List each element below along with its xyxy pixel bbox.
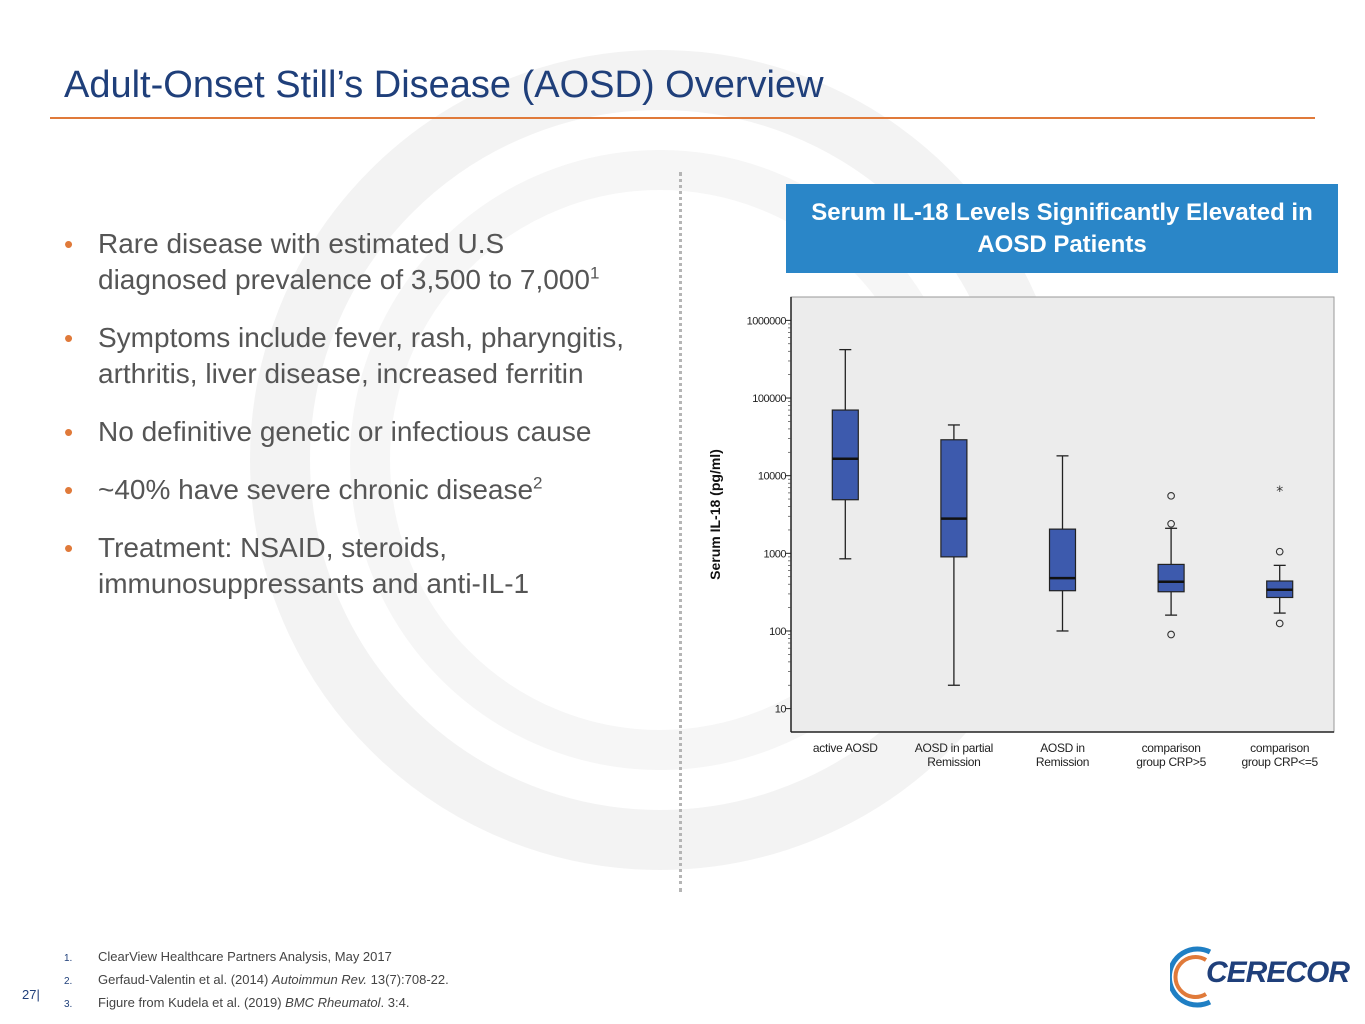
title-underline [50,117,1315,119]
callout-text: Serum IL-18 Levels Significantly Elevate… [811,198,1313,258]
footnote-item: 3. Figure from Kudela et al. (2019) BMC R… [64,992,449,1015]
bullet-item: • Symptoms include fever, rash, pharyngit… [64,320,624,392]
footnote-text: Figure from Kudela et al. (2019) [98,995,286,1010]
bullet-text: ~40% have severe chronic disease [98,474,534,505]
footnote-journal: Autoimmun Rev. [271,972,368,987]
x-tick-label: AOSD in [1040,741,1085,755]
bullet-footnote-ref: 1 [589,263,600,283]
bullet-dot-icon: • [64,533,74,563]
logo-wordmark: CERECOR [1206,956,1350,989]
box [831,409,859,501]
outlier-point [1167,491,1175,500]
footnote-tail: 13(7):708-22. [367,972,449,987]
x-tick-label: active AOSD [813,741,878,755]
footnote-item: 2. Gerfaud-Valentin et al. (2014) Autoimm… [64,969,449,992]
logo-swirl-icon [1170,946,1212,1008]
y-tick-label: 1000 [764,548,787,560]
column-divider [679,172,682,892]
extreme-point: * [1276,484,1283,500]
x-tick-label: AOSD in partial [915,741,993,755]
bullet-text: No definitive genetic or infectious caus… [98,416,592,447]
outlier-point [1167,519,1175,528]
bullet-item: • ~40% have severe chronic disease2 [64,472,624,508]
footnote-number: 1. [64,953,73,964]
bullet-dot-icon: • [64,323,74,353]
y-tick-label: 100 [769,626,786,638]
bullet-footnote-ref: 2 [533,473,543,493]
bullet-item: • Rare disease with estimated U.S diagnos… [64,226,624,298]
footnotes: 1. ClearView Healthcare Partners Analysis… [64,946,449,1015]
slide-title: Adult-Onset Still’s Disease (AOSD) Overv… [64,64,824,106]
x-tick-label: comparison [1250,741,1309,755]
outlier-point [1167,630,1175,639]
outlier-point [1275,619,1284,628]
company-logo: CERECOR [1170,944,1350,1010]
footnote-number: 2. [64,976,73,987]
footnote-number: 3. [64,999,73,1010]
y-axis-label: Serum IL-18 (pg/ml) [707,449,723,580]
bullet-dot-icon: • [64,475,74,505]
footnote-journal: BMC Rheumatol [285,995,381,1010]
footnote-item: 1. ClearView Healthcare Partners Analysis… [64,946,449,969]
chart-callout-banner: Serum IL-18 Levels Significantly Elevate… [786,184,1338,273]
boxplot-chart: 10 100 1000 10000 100000 1000000 Serum IL-18 (… [707,296,1335,769]
x-tick-label: Remission [1036,755,1089,769]
y-tick-label: 1000000 [747,315,787,327]
x-tick-label: group CRP>5 [1136,755,1206,769]
footnote-tail: . 3:4. [380,995,410,1010]
box [1157,563,1185,593]
bullet-text: Symptoms include fever, rash, pharyngiti… [98,322,625,389]
footnote-text: ClearView Healthcare Partners Analysis, … [98,949,392,964]
y-tick-label: 10 [775,704,787,716]
x-tick-label: group CRP<=5 [1241,755,1318,769]
bullet-text: Rare disease with estimated U.S diagnose… [98,228,590,295]
page-number: 27| [22,987,40,1002]
x-tick-label: Remission [927,755,980,769]
bullet-dot-icon: • [64,229,74,259]
box [940,439,968,558]
bullet-dot-icon: • [64,417,74,447]
bullet-item: • No definitive genetic or infectious cau… [64,414,624,450]
y-tick-label: 10000 [758,471,786,483]
bullet-text: Treatment: NSAID, steroids, immunosuppre… [98,532,530,599]
bullet-list: • Rare disease with estimated U.S diagnos… [64,226,624,624]
footnote-text: Gerfaud-Valentin et al. (2014) [98,972,272,987]
x-tick-label: comparison [1142,741,1201,755]
bullet-item: • Treatment: NSAID, steroids, immunosuppr… [64,530,624,602]
box [1048,528,1077,592]
outlier-point [1275,547,1284,556]
y-tick-label: 100000 [752,393,786,405]
